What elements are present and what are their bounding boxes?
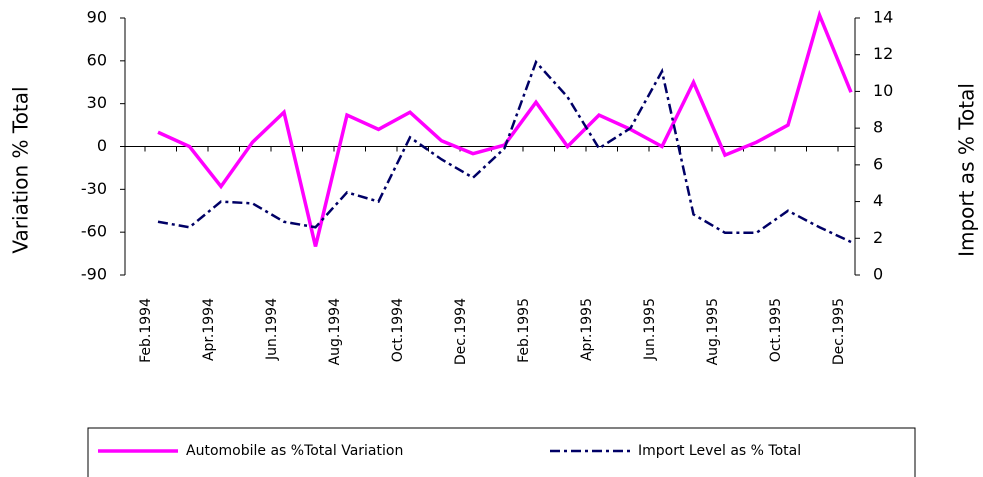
y2-tick-label: 2 (873, 228, 883, 247)
y2-tick-label: 10 (873, 81, 893, 100)
y2-tick-label: 14 (873, 8, 893, 27)
y2-tick-label: 12 (873, 44, 893, 63)
x-tick-label: Aug.1995 (705, 298, 721, 365)
series-line (157, 9, 853, 247)
y-tick-label: 30 (87, 93, 107, 112)
y-tick-label: 90 (87, 8, 107, 27)
y2-tick-label: 6 (873, 154, 883, 173)
x-tick-label: Apr.1995 (579, 298, 595, 361)
x-tick-label: Dec.1994 (453, 298, 469, 365)
x-tick-label: Oct.1994 (390, 298, 406, 362)
y2-tick-label: 8 (873, 118, 883, 137)
y2-axis-title: Import as % Total (955, 83, 979, 257)
series-line (157, 59, 852, 244)
y-tick-label: -90 (81, 265, 107, 284)
y-axis-title: Variation % Total (9, 86, 33, 253)
y-tick-label: 0 (97, 136, 107, 155)
x-tick-label: Feb.1995 (516, 298, 532, 363)
x-tick-label: Jun.1995 (642, 298, 658, 361)
x-tick-label: Dec.1995 (831, 298, 847, 365)
x-tick-label: Jun.1994 (264, 298, 280, 361)
y-tick-label: -60 (81, 222, 107, 241)
x-tick-label: Oct.1995 (768, 298, 784, 362)
y2-tick-label: 0 (873, 265, 883, 284)
x-tick-label: Apr.1994 (201, 298, 217, 361)
y2-tick-label: 4 (873, 191, 883, 210)
legend-box (87, 427, 916, 477)
legend-label: Import Level as % Total (638, 443, 801, 459)
x-tick-label: Feb.1994 (138, 298, 154, 363)
y-tick-label: -30 (81, 179, 107, 198)
legend-label: Automobile as %Total Variation (186, 443, 403, 459)
y-tick-label: 60 (87, 50, 107, 69)
x-tick-label: Aug.1994 (327, 298, 343, 366)
